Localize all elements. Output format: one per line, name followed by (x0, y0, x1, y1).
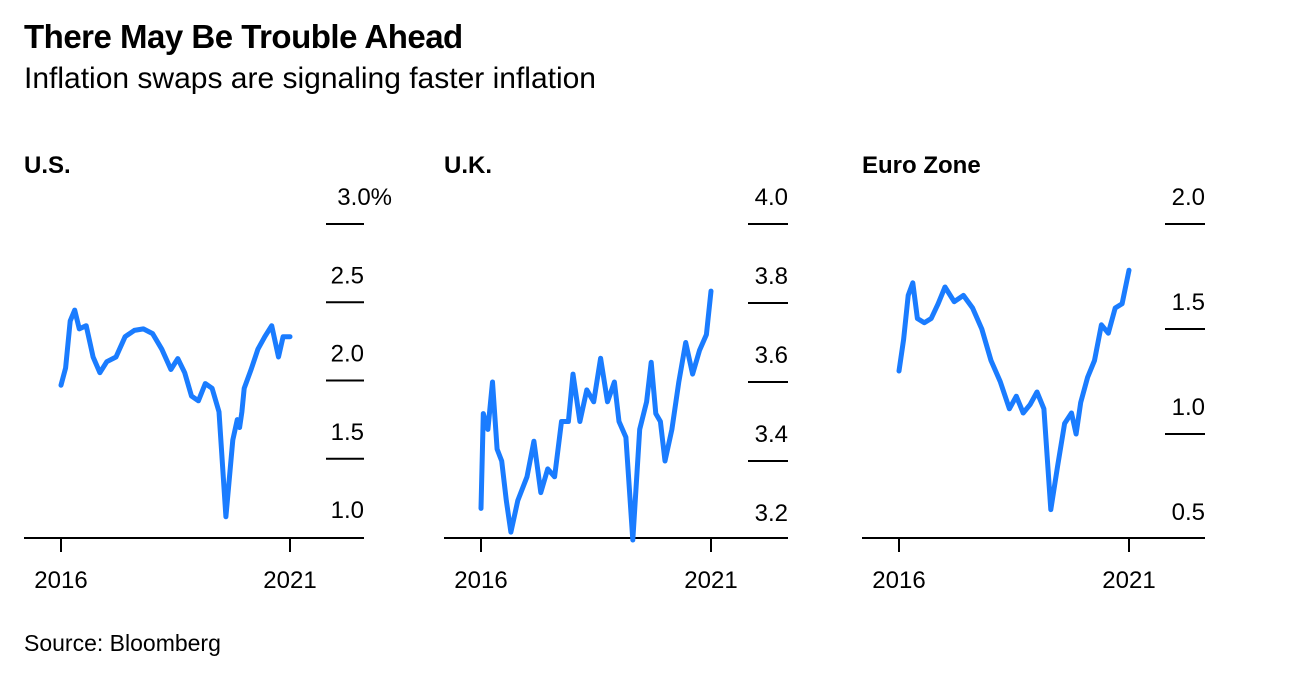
series-line-u-k (478, 288, 714, 543)
y-tick-label: 1.5 (331, 419, 364, 446)
x-tick-label: 2016 (454, 567, 507, 594)
y-tick-label: 1.5 (1172, 289, 1205, 316)
series-line-euro-zone (896, 267, 1132, 513)
y-tick-label: 2.0 (331, 341, 364, 368)
y-tick-label: 1.0 (1172, 394, 1205, 421)
chart-title: There May Be Trouble Ahead (24, 18, 463, 55)
y-tick-label: 3.2 (755, 500, 788, 527)
y-tick-label: 2.0 (1172, 184, 1205, 211)
panel-title: U.K. (444, 152, 492, 179)
y-tick-label: 3.6 (755, 342, 788, 369)
y-tick-label: 4.0 (755, 184, 788, 211)
panel-title: Euro Zone (862, 152, 981, 179)
y-tick-label: 2.5 (331, 262, 364, 289)
x-tick-label: 2021 (684, 567, 737, 594)
x-tick-label: 2016 (34, 567, 87, 594)
x-tick-label: 2016 (872, 567, 925, 594)
series-line-u-s (58, 307, 293, 520)
y-tick-label: 1.0 (331, 497, 364, 524)
y-tick-label: 3.0% (337, 184, 392, 211)
chart-subtitle: Inflation swaps are signaling faster inf… (24, 62, 596, 95)
y-tick-label: 0.5 (1172, 499, 1205, 526)
x-tick-label: 2021 (263, 567, 316, 594)
source-note: Source: Bloomberg (24, 630, 221, 656)
x-tick-label: 2021 (1102, 567, 1155, 594)
y-tick-label: 3.8 (755, 263, 788, 290)
y-tick-label: 3.4 (755, 421, 788, 448)
panel-title: U.S. (24, 152, 71, 179)
